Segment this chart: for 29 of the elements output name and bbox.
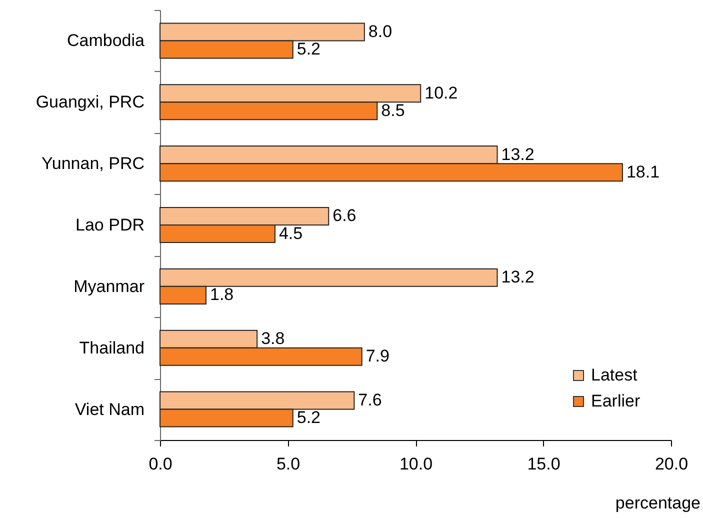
data-label: 10.2: [424, 83, 458, 102]
x-axis-title: percentage: [615, 494, 700, 512]
data-label: 5.2: [296, 408, 320, 428]
y-tick-label: Guangxi, PRC: [36, 92, 144, 112]
data-label: 13.2: [501, 144, 534, 164]
data-label: 6.6: [332, 206, 356, 226]
data-label: 1.8: [210, 285, 234, 304]
x-tick-label: 10.0: [399, 454, 433, 474]
y-tick-label: Myanmar: [74, 276, 145, 296]
data-label: 13.2: [501, 268, 534, 287]
x-tick-label: 20.0: [654, 454, 688, 474]
x-tick-label: 5.0: [276, 454, 300, 474]
legend-label: Latest: [591, 366, 638, 384]
data-label: 3.8: [261, 329, 285, 348]
data-label: 8.5: [381, 100, 405, 120]
data-label: 7.6: [358, 390, 382, 410]
y-tick-label: Cambodia: [67, 31, 146, 50]
data-label: 8.0: [368, 22, 392, 41]
x-tick-label: 0.0: [148, 454, 172, 474]
data-label: 4.5: [278, 224, 303, 243]
legend-label: Earlier: [591, 392, 640, 410]
data-label: 18.1: [626, 162, 660, 182]
y-tick-label: Viet Nam: [74, 400, 144, 419]
y-tick-label: Lao PDR: [76, 216, 144, 234]
data-label: 7.9: [366, 346, 390, 366]
y-tick-label: Yunnan, PRC: [41, 154, 144, 174]
data-label: 5.2: [296, 39, 320, 58]
x-tick-label: 15.0: [527, 454, 560, 474]
y-tick-label: Thailand: [79, 338, 144, 358]
